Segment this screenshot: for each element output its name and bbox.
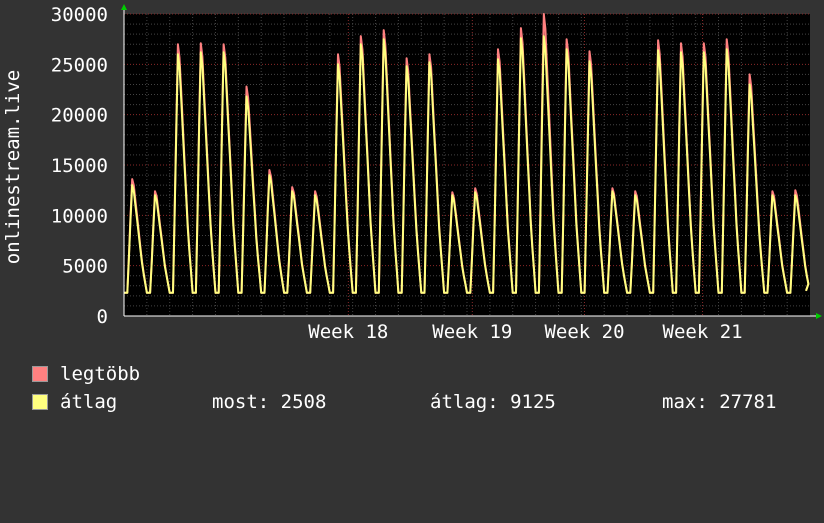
y-tick-label: 10000 — [51, 205, 108, 227]
stat-average: átlag: 9125 — [430, 391, 556, 413]
legend-item-max-series: legtöbb — [32, 363, 140, 385]
x-axis-arrow-icon — [816, 313, 822, 319]
y-tick-label: 5000 — [62, 256, 108, 278]
y-axis-arrow-icon — [121, 4, 127, 10]
y-tick-label: 0 — [97, 306, 108, 328]
y-axis-label: onlinestream.live — [2, 70, 24, 264]
legend-swatch-max — [32, 366, 48, 382]
legend-label-avg: átlag — [60, 391, 118, 413]
legend-swatch-avg — [32, 394, 48, 410]
x-tick-label: Week 20 — [544, 321, 624, 343]
y-tick-label: 25000 — [51, 54, 108, 76]
legend-item-avg-series: átlag most: 2508 átlag: 9125 max: 27781 — [32, 391, 822, 413]
x-tick-label: Week 21 — [663, 321, 743, 343]
x-tick-label: Week 18 — [308, 321, 388, 343]
chart-svg: 0 5000 10000 15000 20000 25000 30000 Week 18 Wee… — [2, 4, 822, 343]
legend-label-max: legtöbb — [60, 363, 141, 385]
series-line-atlag — [124, 35, 810, 294]
y-tick-label: 30000 — [51, 4, 108, 26]
stat-max: max: 27781 — [662, 391, 777, 413]
stat-now: most: 2508 — [212, 391, 327, 413]
chart: 0 5000 10000 15000 20000 25000 30000 Week 18 Wee… — [2, 4, 822, 343]
x-tick-label: Week 19 — [432, 321, 512, 343]
y-tick-label: 20000 — [51, 105, 108, 127]
y-tick-label: 15000 — [51, 155, 108, 177]
